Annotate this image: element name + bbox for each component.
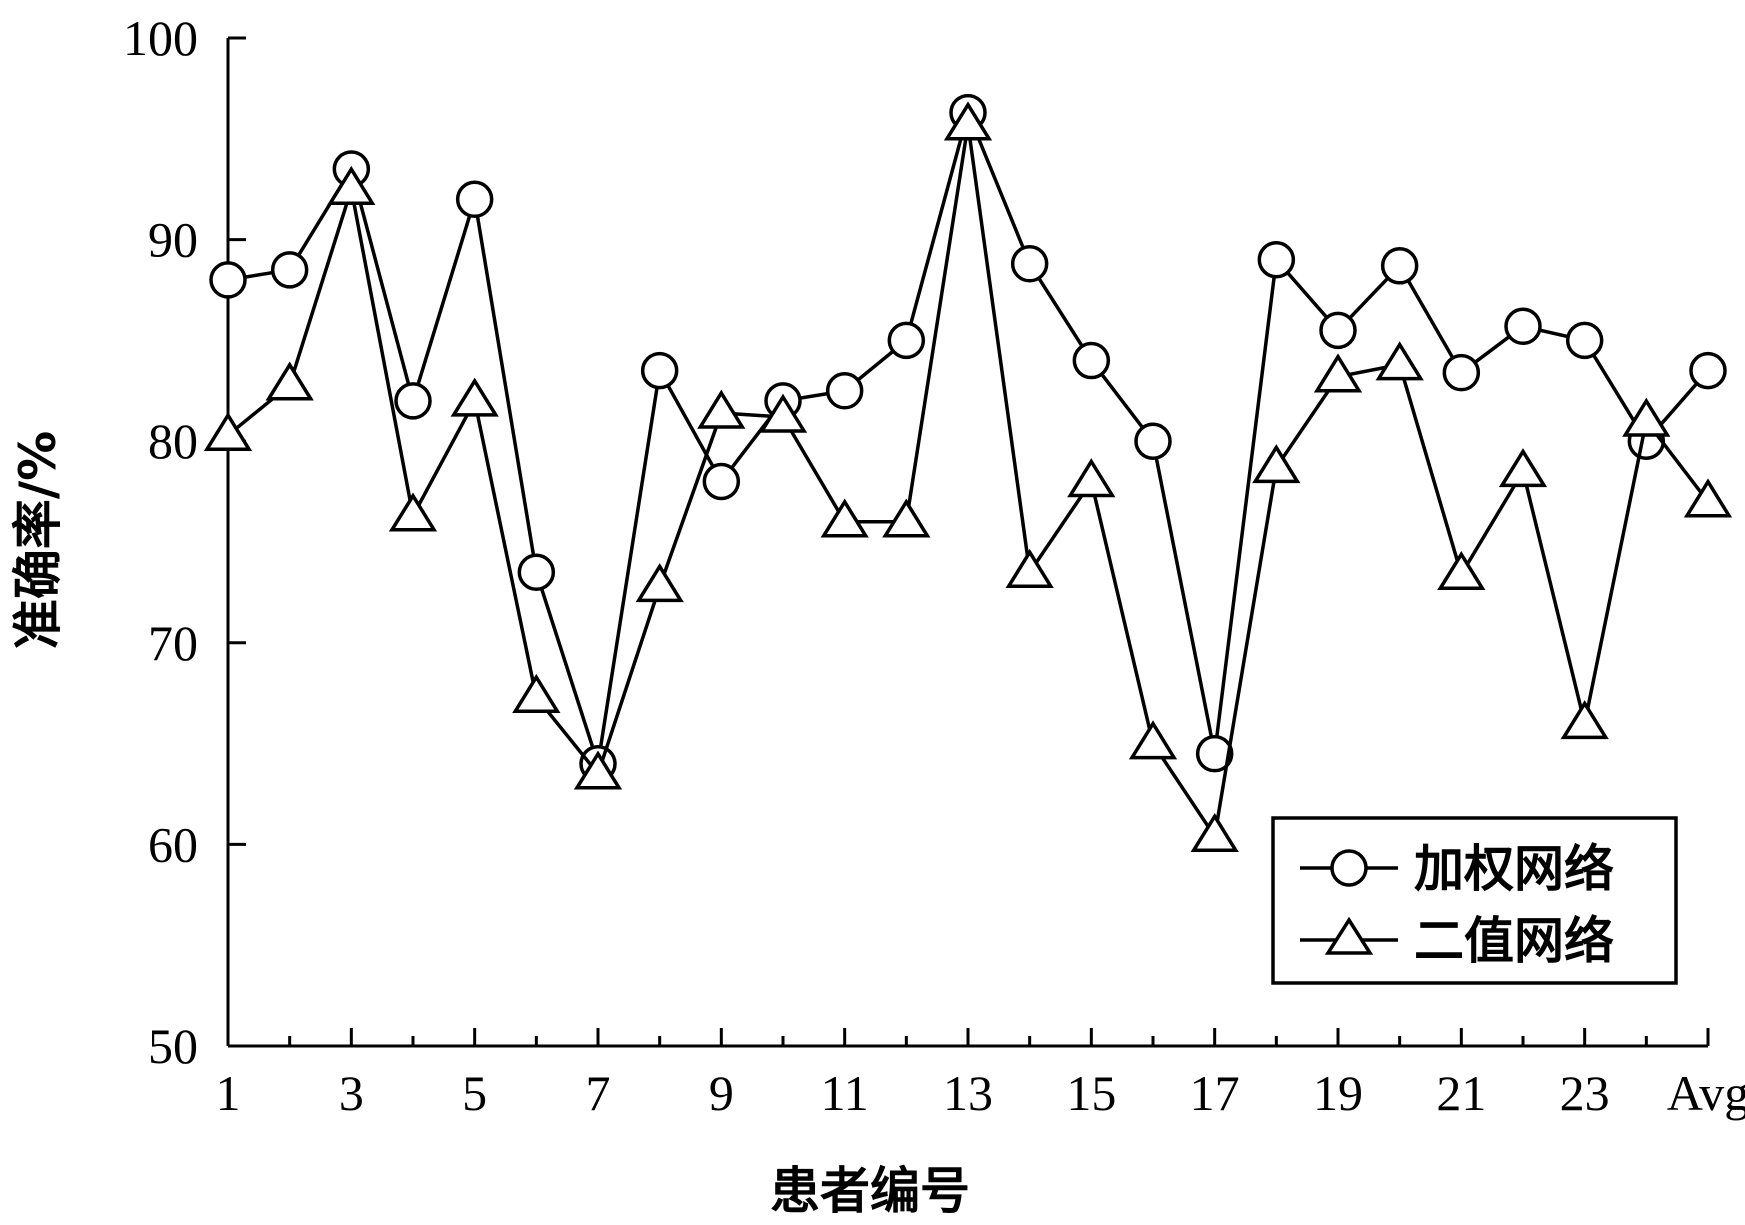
legend-circle-marker-icon	[1330, 849, 1368, 887]
x-tick-label-23: 23	[1560, 1065, 1610, 1121]
x-tick-label-9: 9	[709, 1065, 734, 1121]
point-circle-22	[1504, 307, 1542, 346]
point-triangle-10	[758, 393, 808, 433]
y-tick-label-100: 100	[123, 10, 198, 66]
y-tick-label-90: 90	[148, 212, 198, 268]
legend-item-binary: 二值网络	[1300, 912, 1614, 970]
legend-triangle-marker-icon	[1324, 916, 1374, 955]
y-tick-label-60: 60	[148, 816, 198, 872]
x-tick-label-11: 11	[821, 1065, 869, 1121]
point-triangle-2	[265, 361, 314, 401]
point-triangle-9	[697, 389, 746, 429]
point-triangle-4	[388, 492, 438, 532]
point-circle-19	[1319, 311, 1357, 350]
point-circle-Avg	[1689, 351, 1727, 390]
point-triangle-7	[573, 750, 623, 790]
point-triangle-1	[203, 411, 253, 451]
point-triangle-22	[1498, 448, 1548, 488]
point-circle-23	[1565, 321, 1604, 360]
y-ticks: 50 60 70 80 90 100	[123, 10, 246, 1074]
series-layer	[203, 93, 1733, 853]
point-circle-11	[825, 372, 864, 410]
point-triangle-24	[1622, 397, 1671, 437]
legend-label-weighted: 加权网络	[1414, 840, 1614, 898]
y-axis-title: 准确率/%	[9, 431, 67, 649]
series-2	[203, 101, 1733, 853]
legend-box	[1271, 816, 1678, 985]
y-tick-label-70: 70	[148, 615, 198, 671]
point-triangle-Avg	[1683, 478, 1733, 518]
x-tick-label-1: 1	[216, 1065, 241, 1121]
series-line-2	[226, 124, 1710, 841]
x-tick-label-13: 13	[943, 1065, 993, 1121]
point-circle-12	[887, 321, 926, 360]
point-triangle-5	[450, 377, 499, 417]
point-circle-15	[1072, 341, 1111, 380]
point-circle-21	[1442, 353, 1481, 392]
x-tick-label-17: 17	[1190, 1065, 1240, 1121]
x-axis-title: 患者编号	[770, 1162, 970, 1220]
y-tick-label-50: 50	[148, 1018, 198, 1074]
x-tick-label-21: 21	[1436, 1065, 1486, 1121]
legend-label-binary: 二值网络	[1414, 912, 1614, 970]
x-tick-label-Avg: Avg	[1667, 1065, 1745, 1121]
point-circle-16	[1134, 422, 1172, 460]
x-ticks: 1 3 5 7 9 11 13 15 17 19 21 23 Avg	[216, 1028, 1745, 1121]
point-triangle-19	[1313, 353, 1363, 393]
legend: 加权网络 二值网络	[1271, 816, 1678, 985]
series-line-1	[227, 107, 1710, 765]
point-triangle-20	[1375, 341, 1424, 381]
y-tick-label-80: 80	[148, 413, 198, 469]
point-triangle-3	[327, 165, 376, 205]
point-circle-9	[702, 462, 741, 501]
x-tick-label-7: 7	[586, 1065, 611, 1121]
point-triangle-14	[1005, 548, 1054, 588]
x-tick-label-3: 3	[339, 1065, 364, 1121]
point-triangle-18	[1252, 444, 1301, 484]
series-1	[209, 93, 1727, 783]
point-triangle-6	[512, 673, 561, 713]
point-circle-6	[517, 553, 556, 591]
point-circle-8	[640, 351, 679, 390]
point-circle-4	[394, 382, 432, 420]
point-triangle-21	[1437, 550, 1486, 591]
point-circle-14	[1010, 245, 1049, 283]
point-circle-2	[270, 251, 309, 289]
x-tick-label-19: 19	[1313, 1065, 1363, 1121]
point-circle-1	[209, 261, 247, 299]
point-circle-18	[1257, 241, 1296, 279]
point-triangle-16	[1128, 720, 1178, 760]
point-triangle-12	[882, 498, 931, 538]
point-triangle-23	[1560, 700, 1609, 740]
x-tick-label-15: 15	[1066, 1065, 1116, 1121]
point-triangle-8	[635, 563, 684, 603]
legend-item-weighted: 加权网络	[1300, 840, 1614, 898]
point-triangle-15	[1067, 458, 1116, 498]
point-circle-5	[455, 180, 494, 219]
point-circle-20	[1380, 247, 1419, 285]
point-circle-17	[1195, 734, 1234, 773]
point-triangle-11	[820, 498, 869, 538]
x-tick-label-5: 5	[462, 1065, 487, 1121]
point-triangle-17	[1190, 812, 1239, 853]
point-triangle-13	[943, 101, 993, 141]
